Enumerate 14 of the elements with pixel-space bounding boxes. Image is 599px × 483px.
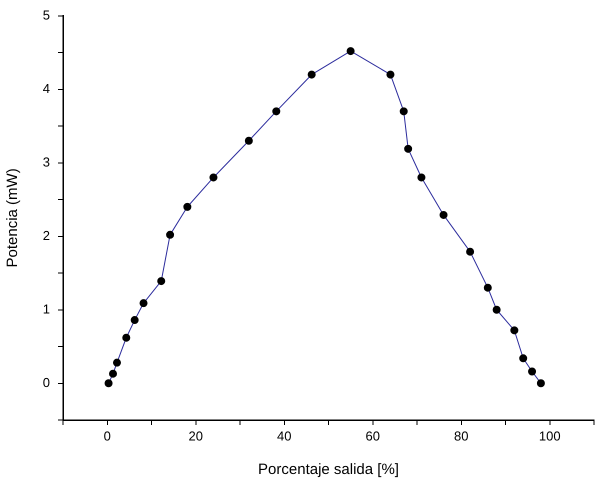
y-tick-label: 1: [42, 301, 50, 316]
x-axis-title: Porcentaje salida [%]: [258, 461, 399, 478]
y-tick-label: 0: [42, 374, 50, 390]
x-tick-label: 20: [188, 428, 203, 444]
y-tick-label: 5: [42, 7, 50, 22]
y-tick-label: 2: [42, 228, 50, 243]
y-axis-title: Potencia (mW): [4, 168, 22, 268]
x-tick-label: 100: [538, 428, 561, 444]
x-tick-label: 0: [104, 428, 111, 444]
x-tick-label: 80: [454, 428, 468, 444]
x-tick-label: 60: [366, 428, 380, 444]
x-tick-label: 40: [277, 428, 292, 444]
y-tick-label: 4: [42, 80, 50, 96]
y-tick-label: 3: [42, 154, 50, 170]
